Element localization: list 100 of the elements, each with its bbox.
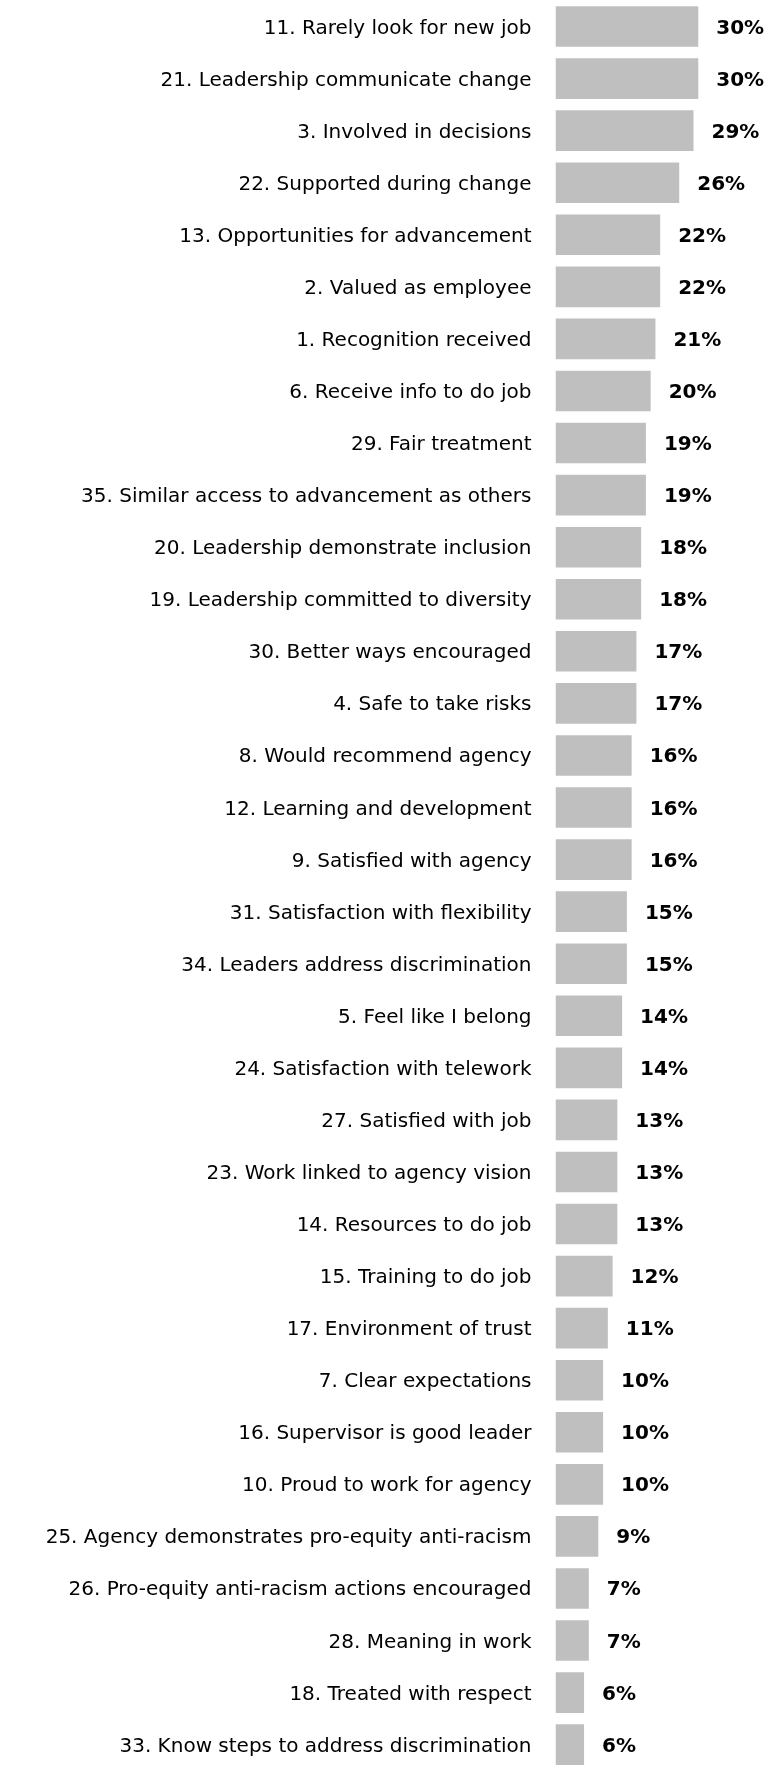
data-label: 20% (668, 378, 717, 403)
bar (555, 58, 699, 99)
bar (555, 474, 646, 516)
y-tick-label: 11. Rarely look for new job (263, 14, 532, 39)
data-label: 22% (678, 274, 727, 299)
y-tick-label: 12. Learning and development (224, 795, 532, 820)
y-tick-label: 4. Safe to take risks (333, 691, 532, 716)
data-label: 10% (621, 1368, 669, 1393)
y-tick-label: 18. Treated with respect (289, 1680, 532, 1705)
bar (555, 683, 637, 724)
data-label: 16% (649, 795, 698, 820)
data-label: 16% (649, 847, 698, 872)
y-tick-label: 17. Environment of trust (286, 1316, 532, 1341)
y-tick-label: 27. Satisfied with job (321, 1107, 532, 1132)
data-label: 26% (697, 170, 746, 195)
y-tick-label: 7. Clear expectations (318, 1368, 532, 1393)
y-tick-label: 33. Know steps to address discrimination (119, 1732, 532, 1757)
y-tick-label: 25. Agency demonstrates pro-equity anti-racism (45, 1524, 532, 1549)
data-label: 19% (663, 431, 712, 456)
bar (555, 891, 627, 932)
bar (555, 1047, 623, 1089)
data-label: 13% (635, 1212, 684, 1237)
bar (555, 1464, 604, 1505)
data-label: 10% (621, 1420, 669, 1445)
data-label: 12% (630, 1264, 679, 1289)
y-tick-label: 10. Proud to work for agency (242, 1472, 532, 1497)
y-tick-label: 31. Satisfaction with flexibility (229, 899, 532, 924)
data-label: 13% (635, 1107, 684, 1132)
data-label: 21% (673, 326, 722, 351)
bar (555, 1568, 589, 1609)
bar (555, 370, 651, 412)
bar (555, 943, 627, 985)
data-label: 6% (602, 1732, 637, 1757)
y-tick-label: 35. Similar access to advancement as others (81, 483, 532, 508)
bar (555, 735, 632, 776)
data-label: 7% (606, 1576, 641, 1601)
bar (555, 1151, 618, 1193)
bar (555, 995, 623, 1037)
bar (555, 110, 694, 151)
y-tick-label: 3. Involved in decisions (297, 118, 532, 143)
data-label: 29% (711, 118, 760, 143)
data-label: 19% (663, 483, 712, 508)
y-tick-label: 21. Leadership communicate change (160, 66, 532, 91)
bar (555, 214, 661, 256)
bar (555, 631, 637, 672)
y-tick-label: 22. Supported during change (238, 170, 532, 195)
data-label: 18% (659, 587, 708, 612)
data-label: 18% (659, 535, 708, 560)
bar (555, 1724, 585, 1765)
data-label: 17% (654, 639, 703, 664)
data-label: 11% (625, 1316, 674, 1341)
bar (555, 422, 646, 464)
y-tick-label: 5. Feel like I belong (338, 1003, 532, 1028)
bar (555, 1203, 618, 1245)
bar (555, 1255, 613, 1297)
y-tick-label: 9. Satisfied with agency (291, 847, 532, 872)
y-tick-label: 8. Would recommend agency (238, 743, 532, 768)
bar (555, 526, 642, 568)
bar (555, 162, 680, 204)
y-tick-label: 16. Supervisor is good leader (238, 1420, 533, 1445)
y-tick-label: 15. Training to do job (319, 1264, 532, 1289)
y-tick-label: 2. Valued as employee (304, 274, 532, 299)
y-tick-label: 29. Fair treatment (350, 431, 532, 456)
data-label: 22% (678, 222, 727, 247)
bar (555, 787, 632, 828)
data-label: 15% (644, 951, 693, 976)
bar (555, 1672, 585, 1713)
data-label: 13% (635, 1159, 684, 1184)
y-tick-label: 23. Work linked to agency vision (206, 1159, 532, 1184)
y-tick-label: 19. Leadership committed to diversity (149, 587, 532, 612)
bar (555, 1099, 618, 1141)
y-tick-label: 28. Meaning in work (328, 1628, 532, 1653)
bar (555, 6, 699, 47)
bar (555, 318, 656, 360)
data-label: 30% (716, 66, 765, 91)
data-label: 14% (640, 1003, 688, 1028)
data-label: 7% (606, 1628, 641, 1653)
bar (555, 1307, 608, 1349)
y-tick-label: 34. Leaders address discrimination (181, 951, 532, 976)
y-tick-label: 24. Satisfaction with telework (234, 1055, 532, 1080)
y-tick-label: 14. Resources to do job (296, 1212, 532, 1237)
data-label: 30% (716, 14, 765, 39)
data-label: 17% (654, 691, 703, 716)
y-tick-label: 6. Receive info to do job (289, 378, 532, 403)
bar (555, 1620, 589, 1661)
data-label: 14% (640, 1055, 688, 1080)
data-label: 16% (649, 743, 698, 768)
y-tick-label: 1. Recognition received (296, 326, 532, 351)
y-tick-label: 30. Better ways encouraged (248, 639, 532, 664)
y-tick-label: 20. Leadership demonstrate inclusion (154, 535, 532, 560)
bar (555, 839, 632, 880)
y-tick-label: 13. Opportunities for advancement (179, 222, 532, 247)
bar (555, 1411, 604, 1453)
data-label: 6% (602, 1680, 637, 1705)
data-label: 10% (621, 1472, 669, 1497)
data-label: 9% (616, 1524, 651, 1549)
y-tick-label: 26. Pro-equity anti-racism actions encouraged (68, 1576, 532, 1601)
bar (555, 1359, 604, 1401)
bar (555, 578, 642, 620)
data-label: 15% (644, 899, 693, 924)
